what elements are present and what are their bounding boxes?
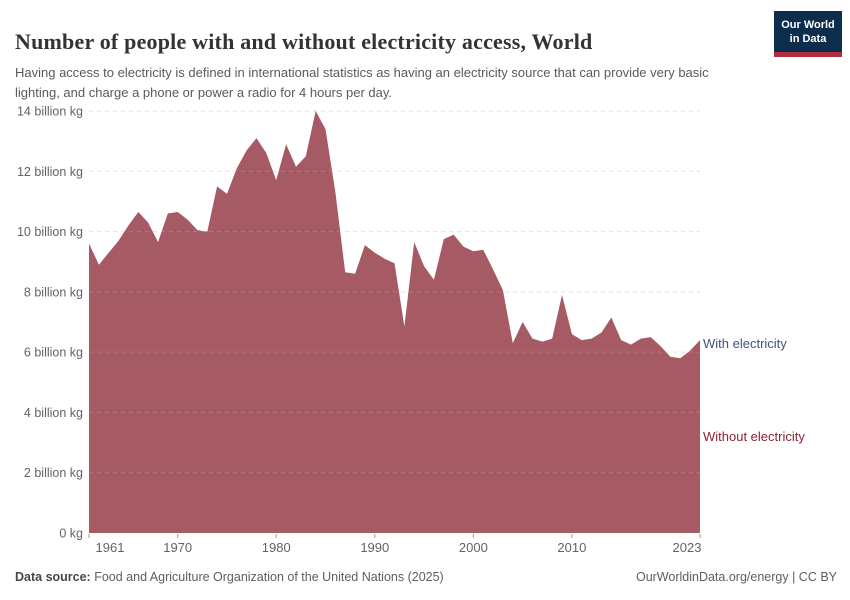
data-source-label: Data source: [15, 570, 91, 584]
x-axis-tick-label: 2000 [459, 540, 488, 555]
y-axis-tick-label: 0 kg [59, 527, 83, 541]
owid-logo: Our World in Data [774, 11, 842, 57]
x-axis-tick-label: 2023 [673, 540, 702, 555]
series-label-without-electricity: Without electricity [703, 429, 805, 444]
license-badge: CC BY [798, 570, 837, 584]
owid-url-link[interactable]: OurWorldinData.org/energy [635, 570, 789, 584]
y-axis-tick-label: 6 billion kg [24, 346, 83, 360]
chart-subtitle: Having access to electricity is defined … [15, 65, 709, 101]
data-source-note: Data source: Food and Agriculture Organi… [15, 570, 444, 584]
y-axis-tick-label: 8 billion kg [24, 285, 83, 299]
series-label-with-electricity: With electricity [703, 336, 787, 351]
y-axis-tick-label: 2 billion kg [24, 466, 83, 480]
owid-logo-line1: Our World [781, 19, 835, 31]
y-axis-tick-label: 10 billion kg [17, 225, 83, 239]
x-axis-tick-label: 1970 [163, 540, 192, 555]
x-axis-tick-label: 1990 [360, 540, 389, 555]
y-axis-tick-label: 4 billion kg [24, 406, 83, 420]
data-source-text: Food and Agriculture Organization of the… [90, 570, 444, 584]
page-title: Number of people with and without electr… [15, 28, 593, 54]
area-series-without-electricity[interactable] [89, 111, 700, 533]
y-axis-tick-label: 14 billion kg [17, 105, 83, 119]
footer-separator: | [788, 570, 799, 584]
chart-footer: Data source: Food and Agriculture Organi… [15, 570, 837, 584]
x-axis-tick-label: 1980 [262, 540, 291, 555]
y-axis-tick-label: 12 billion kg [17, 165, 83, 179]
footer-credits: OurWorldinData.org/energy | CC BY [636, 570, 837, 584]
owid-logo-line2: in Data [789, 33, 827, 46]
chart-plot-area[interactable]: 0 kg 2 billion kg 4 billion kg 6 billion kg… [0, 90, 850, 570]
x-axis-tick-label: 1961 [96, 540, 125, 555]
x-axis-tick-label: 2010 [557, 540, 586, 555]
